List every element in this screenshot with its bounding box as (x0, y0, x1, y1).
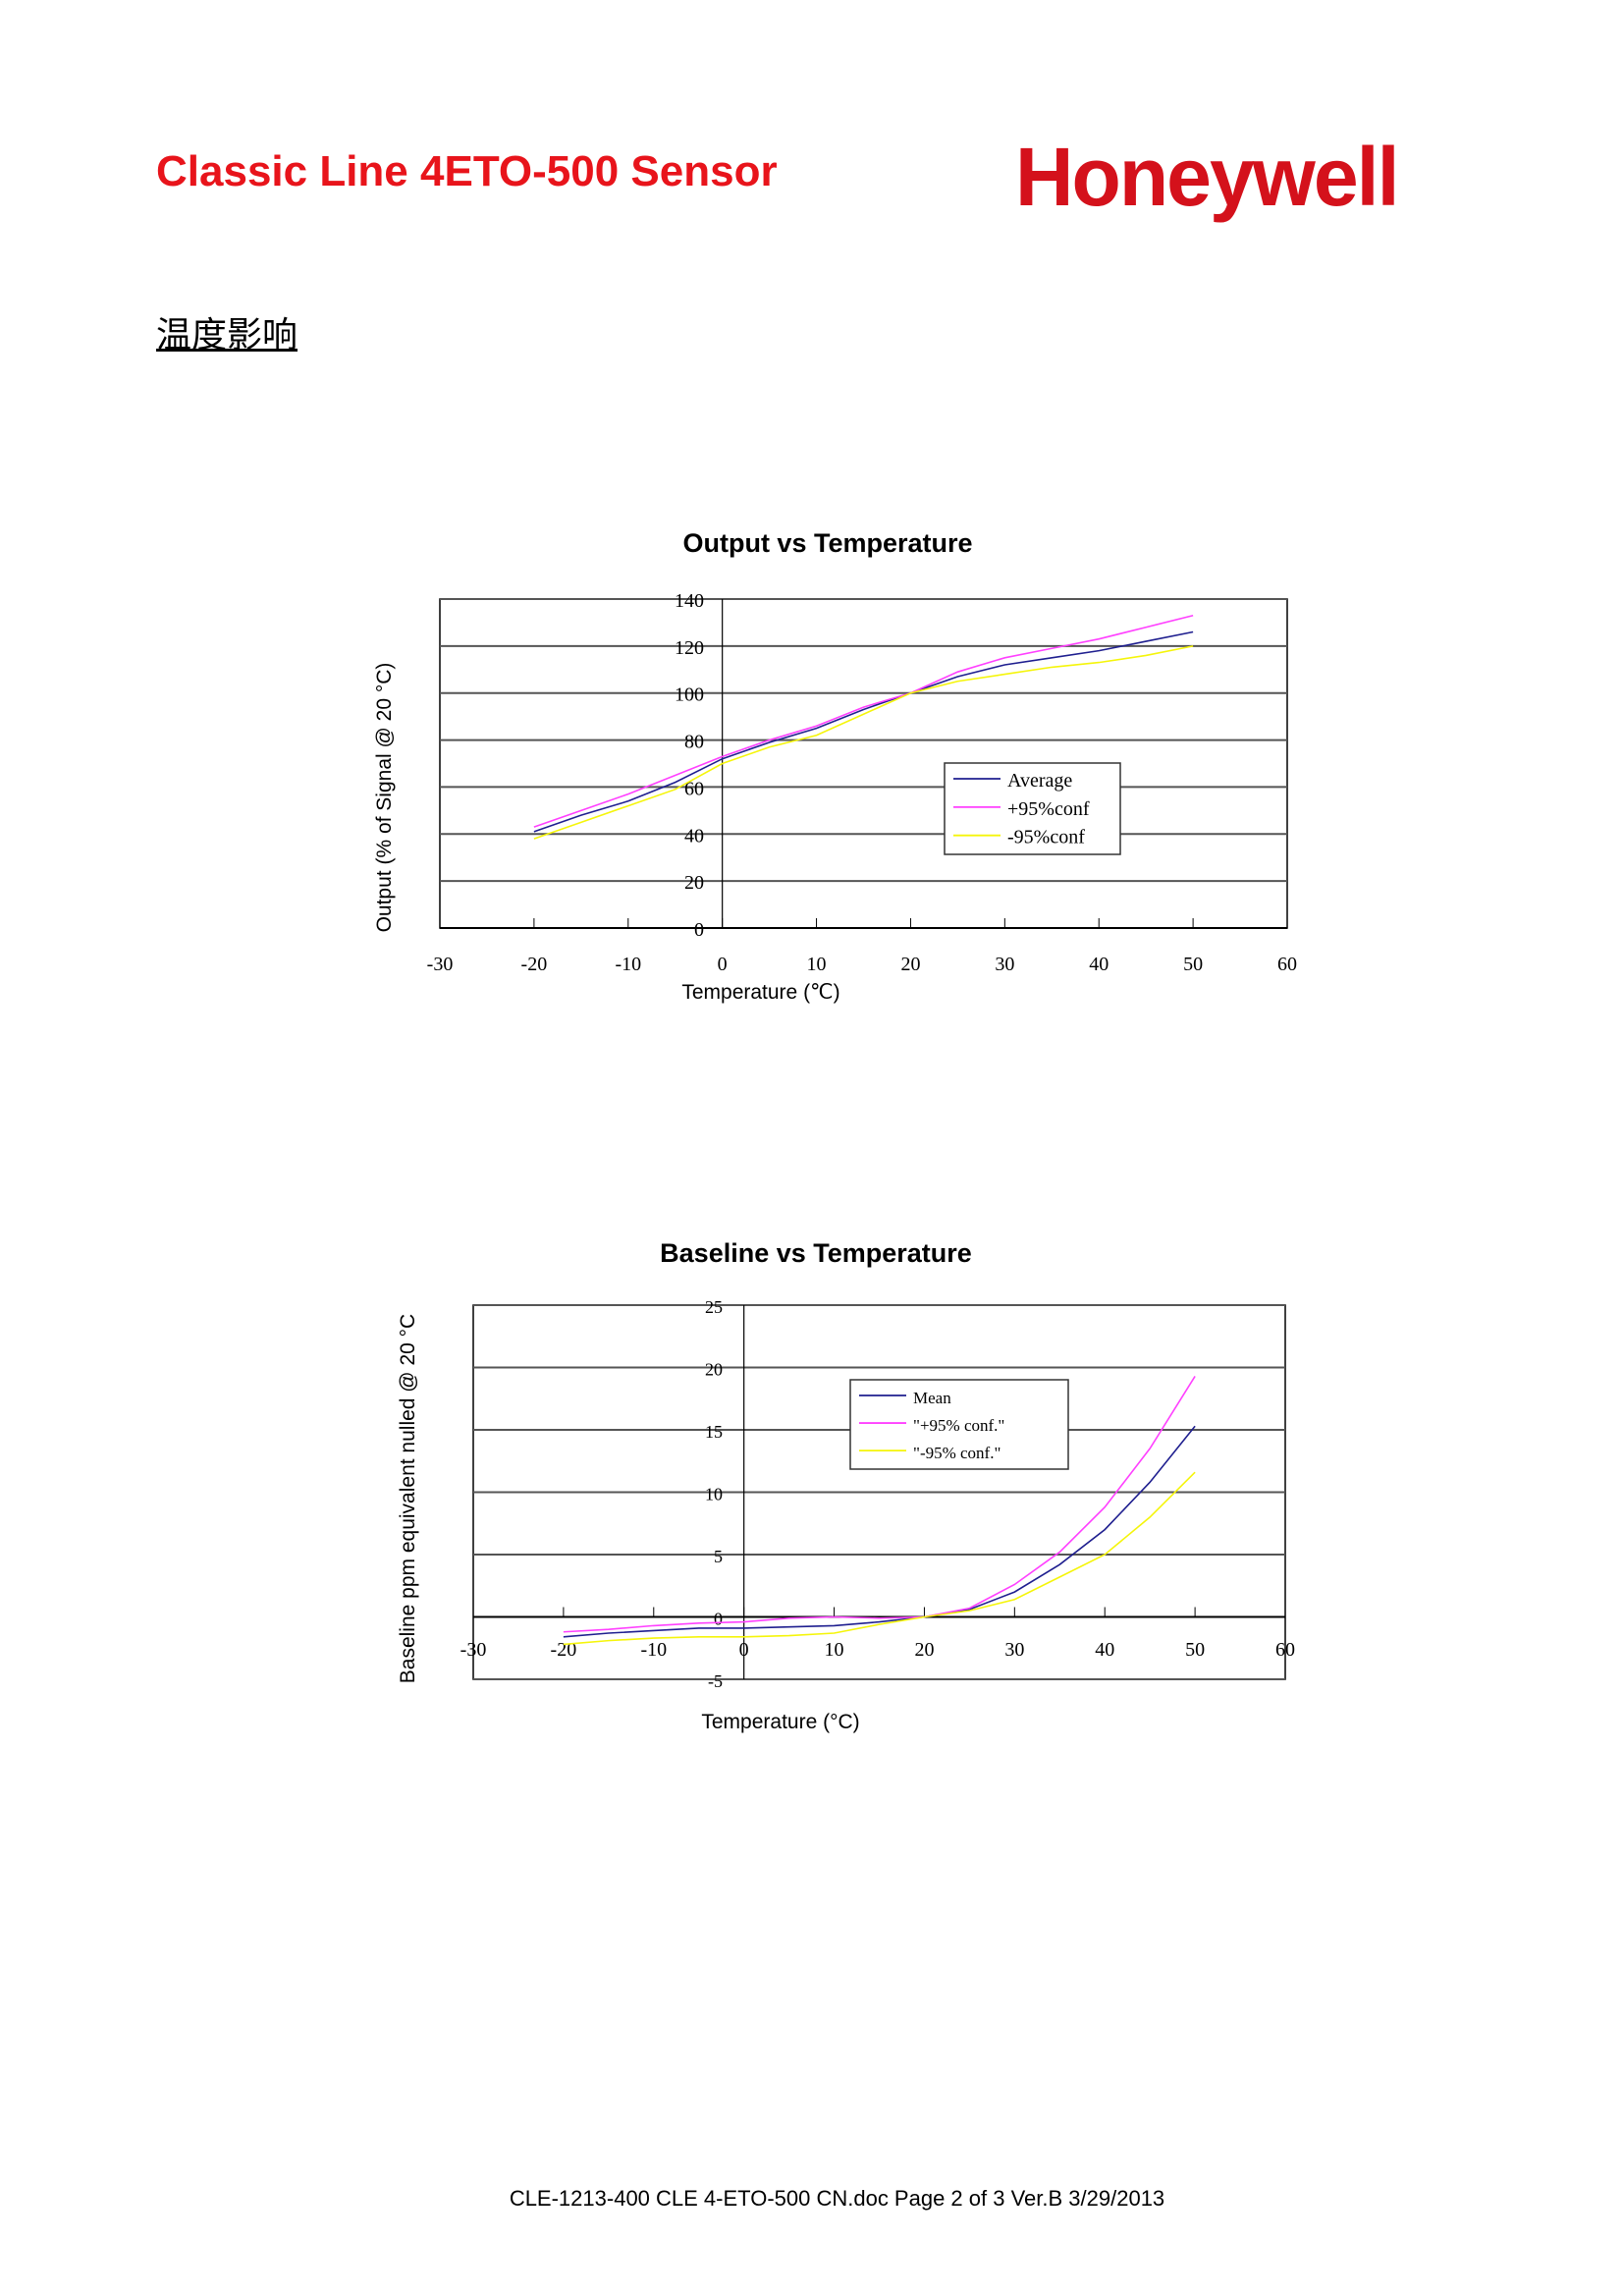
x-axis-label: Temperature (°C) (701, 1711, 859, 1733)
x-tick-label: 40 (1089, 954, 1109, 975)
y-tick-label: -5 (708, 1671, 723, 1691)
x-tick-label: 60 (1275, 1639, 1295, 1661)
section-heading: 温度影响 (156, 315, 298, 355)
x-tick-label: 0 (718, 954, 728, 975)
x-tick-label: 10 (825, 1639, 844, 1661)
legend-label: Mean (913, 1389, 951, 1407)
x-tick-label: 50 (1183, 954, 1203, 975)
x-tick-label: 60 (1277, 954, 1297, 975)
series-line-2 (563, 1375, 1196, 1633)
chart-legend: Average +95%conf -95%conf (944, 762, 1121, 855)
y-tick-label: 20 (705, 1360, 723, 1380)
y-axis-label: Baseline ppm equivalent nulled @ 20 °C (397, 1314, 419, 1683)
y-tick-label: 0 (694, 919, 704, 941)
x-tick-label: 50 (1185, 1639, 1205, 1661)
x-tick-label: 30 (995, 954, 1014, 975)
series-line-3 (563, 1471, 1196, 1646)
chart-2: Baseline vs Temperature -5 0 5 10 15 20 25 -30 -2… (397, 1238, 1295, 1733)
x-tick-label: 20 (900, 954, 920, 975)
chart-title: Output vs Temperature (682, 528, 972, 558)
y-tick-label: 25 (705, 1297, 723, 1317)
chart-legend: Mean "+95% conf." "-95% conf." (849, 1379, 1069, 1470)
x-tick-label: 0 (739, 1639, 749, 1661)
x-tick-label: -10 (615, 954, 641, 975)
x-tick-label: 40 (1095, 1639, 1114, 1661)
x-tick-label: 20 (914, 1639, 934, 1661)
x-tick-label: 10 (807, 954, 827, 975)
x-tick-label: -20 (521, 954, 548, 975)
x-tick-label: -30 (427, 954, 454, 975)
page-footer: CLE-1213-400 CLE 4-ETO-500 CN.doc Page 2… (509, 2186, 1165, 2211)
y-tick-label: 100 (675, 684, 704, 706)
x-tick-label: -10 (640, 1639, 667, 1661)
chart-title: Baseline vs Temperature (660, 1238, 972, 1268)
y-tick-label: 120 (675, 637, 704, 659)
x-tick-label: -20 (551, 1639, 577, 1661)
y-tick-label: 0 (714, 1610, 723, 1629)
legend-label: "+95% conf." (913, 1416, 1004, 1435)
chart-1: Output vs Temperature020406080100120140-… (373, 528, 1297, 1004)
y-tick-label: 60 (684, 778, 704, 799)
legend-label: +95%conf (1007, 798, 1090, 820)
series-line-1 (563, 1425, 1196, 1638)
legend-label: -95%conf (1007, 827, 1085, 848)
y-tick-label: 80 (684, 732, 704, 753)
series-line-2 (533, 614, 1194, 828)
series-line-1 (533, 630, 1194, 833)
y-tick-label: 10 (705, 1485, 723, 1504)
series-line-3 (533, 645, 1194, 840)
legend-label: Average (1007, 770, 1072, 792)
legend-label: "-95% conf." (913, 1444, 1001, 1462)
y-tick-label: 5 (714, 1547, 723, 1566)
x-axis-label: Temperature (℃) (681, 981, 839, 1004)
y-tick-label: 140 (675, 590, 704, 612)
honeywell-logo: Honeywell (1015, 131, 1399, 223)
y-axis-label: Output (% of Signal @ 20 °C) (373, 663, 396, 933)
document-title: Classic Line 4ETO-500 Sensor (156, 147, 778, 195)
x-tick-label: -30 (460, 1639, 487, 1661)
y-tick-label: 40 (684, 825, 704, 847)
plot-area (439, 598, 1288, 929)
x-tick-label: 30 (1004, 1639, 1024, 1661)
y-tick-label: 15 (705, 1422, 723, 1442)
y-tick-label: 20 (684, 872, 704, 894)
